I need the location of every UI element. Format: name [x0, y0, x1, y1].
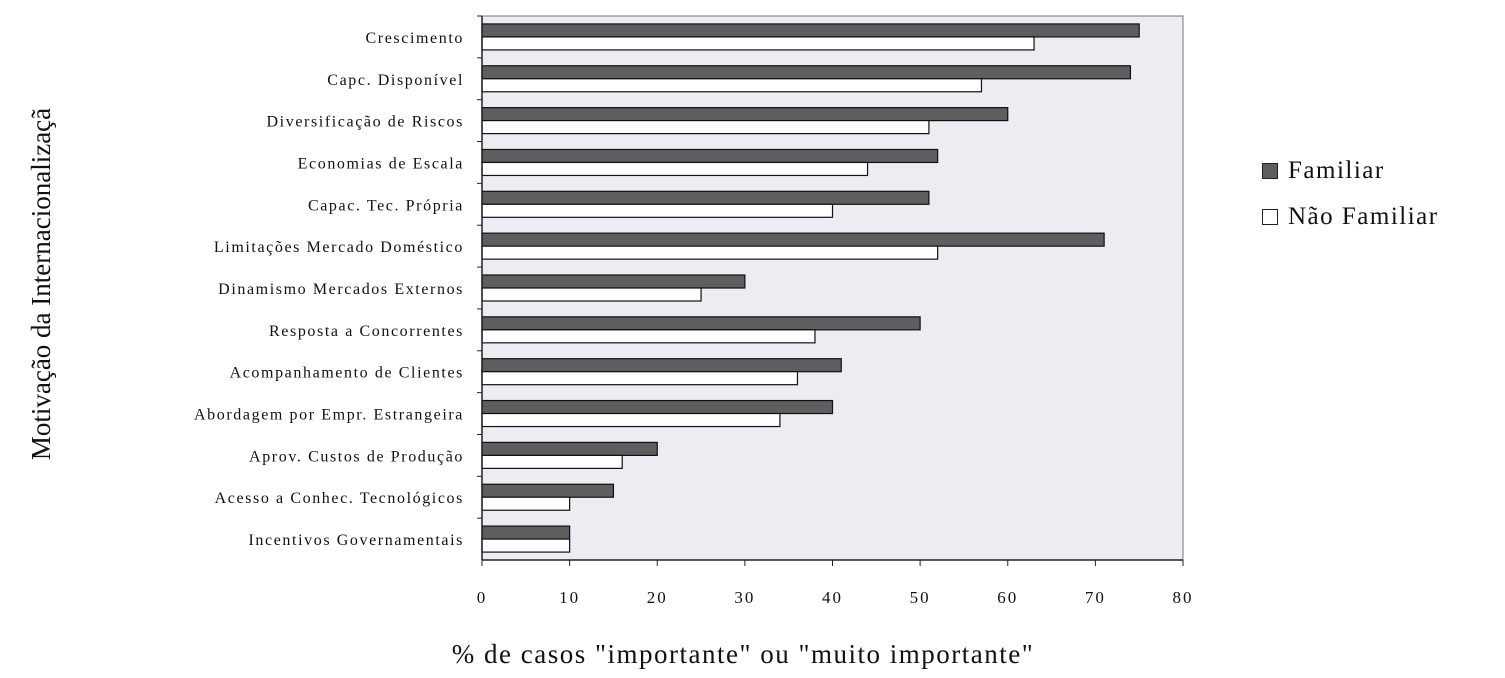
- category-label: Limitações Mercado Doméstico: [214, 239, 464, 256]
- category-label: Diversificação de Riscos: [267, 114, 464, 131]
- x-axis-label: % de casos "importante" ou "muito import…: [452, 639, 1034, 669]
- x-tick-label: 0: [477, 588, 488, 607]
- x-tick-label: 80: [1173, 588, 1194, 607]
- bar-nao-familiar: [481, 36, 1035, 51]
- x-tick-label: 30: [734, 588, 755, 607]
- bar-familiar: [481, 441, 658, 456]
- y-axis-label: Motivação da Internacionalizaçã: [26, 108, 56, 460]
- x-tick-label: 70: [1085, 588, 1106, 607]
- category-label: Acesso a Conhec. Tecnológicos: [215, 490, 464, 507]
- bar-familiar: [481, 525, 571, 540]
- bar-familiar: [481, 274, 746, 289]
- x-tick-label: 50: [910, 588, 931, 607]
- bar-nao-familiar: [481, 161, 869, 177]
- bar-nao-familiar: [481, 412, 781, 428]
- legend-swatch-familiar: [1262, 163, 1278, 179]
- bar-nao-familiar: [481, 454, 623, 469]
- bar-familiar: [481, 316, 921, 331]
- category-label: Capac. Tec. Própria: [308, 197, 464, 214]
- bar-nao-familiar: [481, 78, 983, 93]
- category-label: Economias de Escala: [298, 155, 464, 172]
- bar-nao-familiar: [481, 203, 834, 218]
- bar-familiar: [481, 232, 1105, 247]
- category-label: Aprov. Custos de Produção: [249, 448, 464, 465]
- category-label: Crescimento: [366, 30, 464, 47]
- legend-item-nao-familiar: Não Familiar: [1262, 202, 1439, 232]
- category-label: Capc. Disponível: [327, 72, 464, 89]
- x-tick-label: 40: [822, 588, 843, 607]
- bar-familiar: [481, 107, 1009, 122]
- category-label: Incentivos Governamentais: [249, 532, 465, 549]
- x-tick-label: 60: [997, 588, 1018, 607]
- x-tick-label: 10: [559, 588, 580, 607]
- category-label: Abordagem por Empr. Estrangeira: [194, 407, 464, 424]
- legend-label-familiar: Familiar: [1288, 157, 1385, 184]
- bar-nao-familiar: [481, 120, 930, 135]
- bar-nao-familiar: [481, 245, 939, 260]
- bar-familiar: [481, 65, 1132, 80]
- legend-label-nao-familiar: Não Familiar: [1288, 203, 1439, 230]
- bar-nao-familiar: [481, 287, 702, 302]
- bar-familiar: [481, 399, 834, 415]
- x-tick-label: 20: [647, 588, 668, 607]
- bar-familiar: [481, 483, 615, 498]
- bar-nao-familiar: [481, 496, 571, 511]
- bar-familiar: [481, 23, 1140, 38]
- legend-swatch-nao-familiar: [1262, 209, 1278, 225]
- category-label: Dinamismo Mercados Externos: [218, 281, 464, 298]
- bar-nao-familiar: [481, 538, 571, 553]
- legend-item-familiar: Familiar: [1262, 156, 1385, 186]
- bar-familiar: [481, 148, 939, 164]
- bar-familiar: [481, 358, 842, 373]
- bar-familiar: [481, 190, 930, 205]
- legend: Familiar Não Familiar: [1252, 140, 1497, 250]
- bar-nao-familiar: [481, 329, 816, 344]
- category-label: Acompanhamento de Clientes: [230, 365, 464, 382]
- bar-nao-familiar: [481, 371, 799, 386]
- category-label: Resposta a Concorrentes: [269, 323, 464, 340]
